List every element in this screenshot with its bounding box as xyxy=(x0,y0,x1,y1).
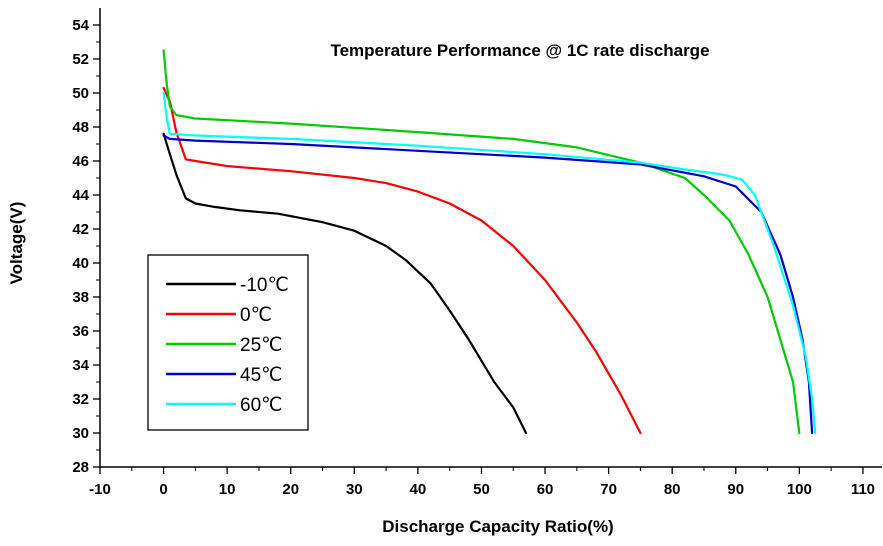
chart-title: Temperature Performance @ 1C rate discha… xyxy=(330,41,709,60)
series-line xyxy=(162,132,528,435)
legend: -10℃ 0℃ 25℃ 45℃ 60℃ xyxy=(147,254,309,431)
x-tick-label: -10 xyxy=(89,481,111,498)
y-tick-label: 50 xyxy=(72,85,89,102)
y-tick-label: 48 xyxy=(72,119,89,136)
x-tick-label: 80 xyxy=(664,481,681,498)
series-line xyxy=(162,86,642,435)
legend-label: 0℃ xyxy=(240,305,272,326)
series-line xyxy=(162,49,801,435)
series-line xyxy=(162,134,814,435)
y-tick-label: 52 xyxy=(72,51,89,68)
y-tick-label: 38 xyxy=(72,289,89,306)
legend-label: 25℃ xyxy=(240,335,282,356)
y-tick-label: 30 xyxy=(72,425,89,442)
y-tick-label: 36 xyxy=(72,323,89,340)
y-tick-label: 44 xyxy=(72,187,89,204)
y-tick-label: 46 xyxy=(72,153,89,170)
y-axis-title: Voltage(V) xyxy=(7,202,26,285)
legend-label: -10℃ xyxy=(240,275,289,296)
x-tick-label: 60 xyxy=(537,481,554,498)
series-layer xyxy=(162,49,817,435)
x-tick-label: 30 xyxy=(346,481,363,498)
axes: -10 0 10 20 30 40 50 60 70 80 90 100 110 28 30 32 34 36 38… xyxy=(72,8,882,498)
legend-label: 45℃ xyxy=(240,365,282,386)
x-tick-label: 50 xyxy=(473,481,490,498)
x-tick-label: 70 xyxy=(600,481,617,498)
x-tick-label: 100 xyxy=(787,481,812,498)
y-tick-label: 42 xyxy=(72,221,89,238)
x-tick-label: 40 xyxy=(410,481,427,498)
x-tick-label: 20 xyxy=(282,481,299,498)
series-line xyxy=(162,91,817,435)
y-tick-label: 54 xyxy=(72,17,89,34)
y-tick-label: 28 xyxy=(72,459,89,476)
x-tick-label: 90 xyxy=(727,481,744,498)
legend-label: 60℃ xyxy=(240,395,282,416)
y-tick-label: 32 xyxy=(72,391,89,408)
y-tick-label: 34 xyxy=(72,357,89,374)
x-axis-title: Discharge Capacity Ratio(%) xyxy=(382,517,613,536)
x-tick-label: 0 xyxy=(159,481,167,498)
x-tick-label: 10 xyxy=(219,481,236,498)
y-tick-label: 40 xyxy=(72,255,89,272)
x-tick-label: 110 xyxy=(851,481,875,498)
